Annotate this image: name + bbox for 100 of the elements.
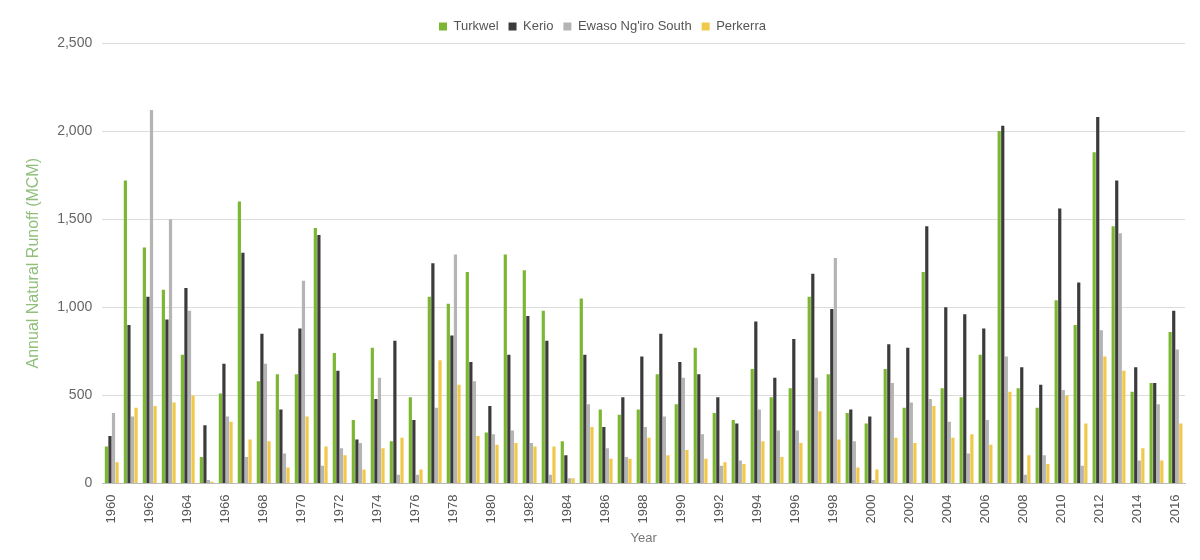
bar [978,354,982,483]
bar [628,458,632,483]
bar [887,344,891,483]
bar [172,402,176,483]
bar [275,374,279,483]
bar [875,469,879,483]
bar [393,340,397,483]
bar [248,439,252,483]
bar [165,319,169,483]
bar [108,435,112,483]
bar [735,423,739,483]
bar [963,314,967,483]
bar [564,455,568,483]
bar [267,441,271,483]
x-tick-label: 1970 [293,494,309,524]
bar [921,272,925,483]
bar [381,448,385,483]
bar [750,368,754,483]
bar [446,303,450,483]
bar [1130,391,1134,483]
bar [438,360,442,483]
x-tick-label: 2000 [863,494,879,524]
bar [742,464,746,483]
x-tick-label: 1974 [369,494,385,524]
bar [1027,455,1031,483]
bar [560,441,564,483]
x-axis-title: Year [630,529,658,545]
bar [127,324,131,483]
bar [343,455,347,483]
y-tick-label: 1,500 [57,210,93,227]
bar [655,374,659,483]
bar [716,397,720,483]
bar [104,446,108,483]
bar [780,457,784,483]
bar [256,381,260,483]
bar [788,388,792,483]
bar [902,407,906,483]
bar [678,361,682,483]
bar [769,397,773,483]
bar [997,131,1001,483]
bar [792,339,796,483]
bar [469,361,473,483]
x-tick-label: 1966 [217,494,233,524]
bar [925,226,929,483]
bar [894,437,898,483]
bar [659,333,663,483]
bar [146,296,150,483]
bar [1096,117,1100,483]
bar [503,254,507,483]
bar [1077,282,1081,483]
bar [526,316,530,483]
bar [970,434,974,483]
bar [868,416,872,483]
bar [647,437,651,483]
x-tick-label: 1968 [255,494,271,524]
bar [222,363,226,483]
x-tick-label: 1960 [103,494,119,524]
x-tick-label: 2016 [1167,494,1183,524]
bar [351,420,355,483]
bar [731,420,735,483]
bar [115,462,119,483]
x-tick-label: 1984 [559,494,575,524]
x-tick-label: 1992 [711,494,727,524]
bar [761,441,765,483]
x-tick-label: 1964 [179,494,195,524]
bar [826,374,830,483]
x-tick-label: 2006 [977,494,993,524]
bar [1039,384,1043,483]
x-tick-label: 2008 [1015,494,1031,524]
x-tick-label: 1994 [749,494,765,524]
bar [712,413,716,483]
bar [982,328,986,483]
bar [590,427,594,483]
bar [849,409,853,483]
legend-label: Ewaso Ng'iro South [577,18,692,34]
bar [431,263,435,483]
bar [362,469,366,483]
bar [773,377,777,483]
y-axis-title: Annual Natural Runoff (MCM) [24,158,42,369]
bar [229,421,233,483]
legend-label: Turkwel [453,18,499,34]
bar [191,395,195,483]
bar [1134,367,1138,483]
bar [579,298,583,483]
bar [180,354,184,483]
bar [260,333,264,483]
bar [370,347,374,483]
bar [199,457,203,483]
bar [1149,383,1153,483]
bar [944,307,948,483]
bar [1179,423,1183,483]
bar [1111,226,1115,483]
bar [279,409,283,483]
bar [313,228,317,483]
bar [427,296,431,483]
bar [913,442,917,483]
bar [830,309,834,483]
bar [602,427,606,483]
bar [940,388,944,483]
bar [332,353,336,483]
